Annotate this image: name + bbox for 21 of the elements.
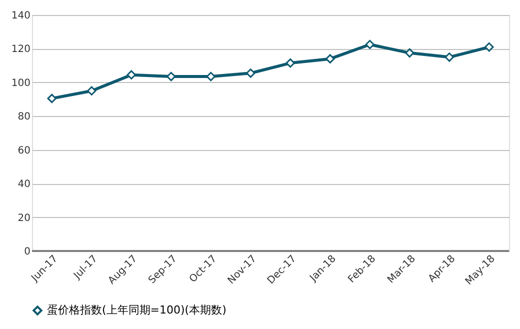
point — [286, 58, 295, 68]
y-tick-label: 60 — [18, 145, 30, 156]
y-tick-label: 20 — [18, 212, 30, 224]
point — [246, 68, 256, 78]
point — [444, 52, 454, 62]
y-tick-label: 120 — [11, 44, 30, 56]
point — [126, 70, 136, 80]
y-tick-label: 0 — [24, 246, 30, 258]
point — [365, 40, 374, 50]
point — [405, 48, 414, 58]
point — [484, 42, 494, 52]
point — [166, 72, 176, 82]
y-tick-label: 40 — [18, 179, 30, 190]
legend-label: 蛋价格指数(上年同期=100)(本期数) — [47, 304, 226, 316]
point — [87, 86, 96, 96]
y-tick-label: 140 — [11, 10, 30, 22]
point — [206, 72, 216, 82]
point — [47, 94, 56, 104]
y-tick-label: 80 — [18, 112, 30, 123]
point — [326, 54, 335, 64]
y-tick-label: 100 — [11, 78, 30, 89]
